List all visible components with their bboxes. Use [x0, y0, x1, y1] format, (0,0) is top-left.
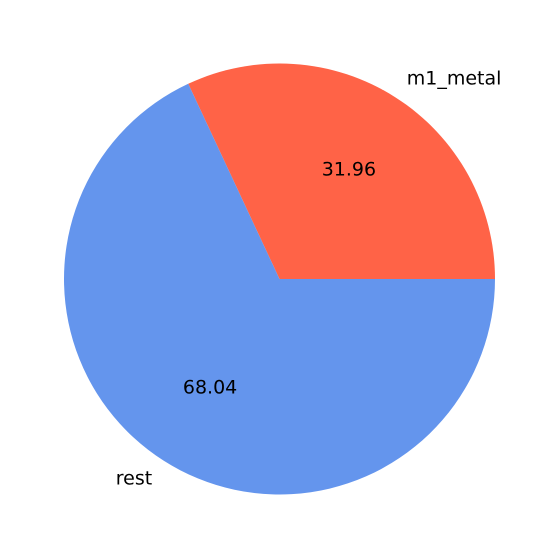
pie-slice-rest — [64, 83, 496, 495]
slice-value-label-rest: 68.04 — [183, 377, 237, 399]
pie-slice-m1-metal — [188, 63, 495, 279]
pie-labels: m1_metal 31.96 rest 68.04 — [116, 68, 502, 490]
slice-label-rest: rest — [116, 467, 152, 489]
pie-slices — [64, 63, 496, 495]
slice-value-label-m1-metal: 31.96 — [322, 158, 376, 180]
slice-label-m1-metal: m1_metal — [407, 68, 502, 90]
